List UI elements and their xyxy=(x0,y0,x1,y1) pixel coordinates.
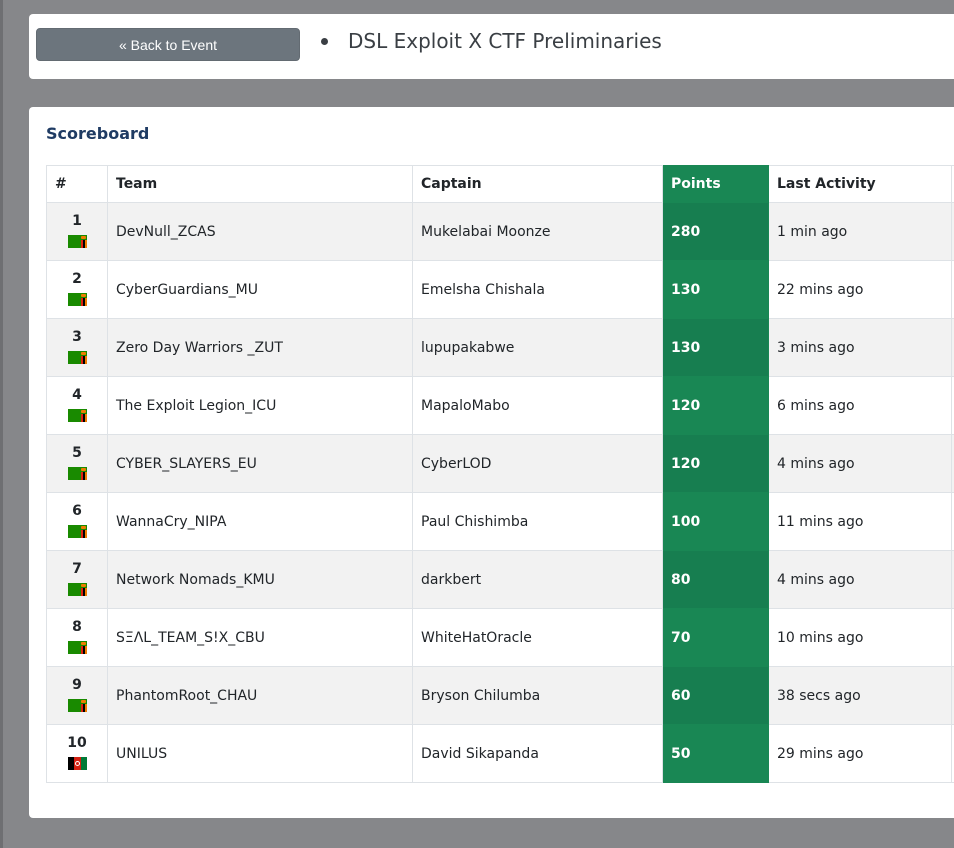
zambia-flag-icon xyxy=(67,292,87,306)
bullet-icon xyxy=(321,37,328,45)
rank-number: 3 xyxy=(72,328,82,345)
last-activity-cell: 1 min ago xyxy=(768,202,952,261)
points-cell: 120 xyxy=(662,376,769,435)
rank-cell: 2 xyxy=(46,260,108,319)
column-header-team[interactable]: Team xyxy=(107,165,413,203)
table-row[interactable]: 6 WannaCry_NIPA Paul Chishimba 100 11 mins a… xyxy=(46,492,954,551)
captain-cell: Paul Chishimba xyxy=(412,492,663,551)
team-name-cell[interactable]: PhantomRoot_CHAU xyxy=(107,666,413,725)
column-header-last-activity[interactable]: Last Activity xyxy=(768,165,952,203)
rank-cell: 3 xyxy=(46,318,108,377)
last-activity-cell: 11 mins ago xyxy=(768,492,952,551)
last-activity-cell: 10 mins ago xyxy=(768,608,952,667)
column-header-rank[interactable]: # xyxy=(46,165,108,203)
captain-cell: Mukelabai Moonze xyxy=(412,202,663,261)
page-edge xyxy=(0,0,3,848)
points-cell: 80 xyxy=(662,550,769,609)
rank-cell: 6 xyxy=(46,492,108,551)
last-activity-cell: 3 mins ago xyxy=(768,318,952,377)
zambia-flag-icon xyxy=(67,698,87,712)
zambia-flag-icon xyxy=(67,524,87,538)
last-activity-cell: 29 mins ago xyxy=(768,724,952,783)
captain-cell: darkbert xyxy=(412,550,663,609)
scoreboard-table: # Team Captain Points Last Activity 1 Dev… xyxy=(46,165,954,783)
team-name-cell[interactable]: The Exploit Legion_ICU xyxy=(107,376,413,435)
rank-number: 5 xyxy=(72,444,82,461)
team-name-cell[interactable]: CYBER_SLAYERS_EU xyxy=(107,434,413,493)
rank-cell: 10 xyxy=(46,724,108,783)
points-cell: 130 xyxy=(662,318,769,377)
points-cell: 120 xyxy=(662,434,769,493)
table-row[interactable]: 2 CyberGuardians_MU Emelsha Chishala 130 22 … xyxy=(46,260,954,319)
last-activity-cell: 4 mins ago xyxy=(768,550,952,609)
event-title: DSL Exploit X CTF Preliminaries xyxy=(321,28,662,54)
captain-cell: Bryson Chilumba xyxy=(412,666,663,725)
last-activity-cell: 4 mins ago xyxy=(768,434,952,493)
last-activity-cell: 38 secs ago xyxy=(768,666,952,725)
captain-cell: CyberLOD xyxy=(412,434,663,493)
table-row[interactable]: 4 The Exploit Legion_ICU MapaloMabo 120 6 mi… xyxy=(46,376,954,435)
team-name-cell[interactable]: SΞΛL_TEAM_S!X_CBU xyxy=(107,608,413,667)
zambia-flag-icon xyxy=(67,466,87,480)
rank-number: 1 xyxy=(72,212,82,229)
table-row[interactable]: 1 DevNull_ZCAS Mukelabai Moonze 280 1 min ag… xyxy=(46,202,954,261)
rank-cell: 8 xyxy=(46,608,108,667)
rank-cell: 9 xyxy=(46,666,108,725)
zambia-flag-icon xyxy=(67,640,87,654)
rank-number: 6 xyxy=(72,502,82,519)
rank-number: 4 xyxy=(72,386,82,403)
column-header-captain[interactable]: Captain xyxy=(412,165,663,203)
table-header-row: # Team Captain Points Last Activity xyxy=(46,165,954,203)
points-cell: 130 xyxy=(662,260,769,319)
event-title-text: DSL Exploit X CTF Preliminaries xyxy=(348,29,662,53)
rank-cell: 1 xyxy=(46,202,108,261)
scoreboard-card: Scoreboard # Team Captain Points Last Ac… xyxy=(29,107,954,818)
points-cell: 100 xyxy=(662,492,769,551)
last-activity-cell: 6 mins ago xyxy=(768,376,952,435)
captain-cell: WhiteHatOracle xyxy=(412,608,663,667)
zambia-flag-icon xyxy=(67,350,87,364)
captain-cell: lupupakabwe xyxy=(412,318,663,377)
rank-cell: 4 xyxy=(46,376,108,435)
overflow-cell xyxy=(951,724,954,783)
table-row[interactable]: 8 SΞΛL_TEAM_S!X_CBU WhiteHatOracle 70 10 min… xyxy=(46,608,954,667)
team-name-cell[interactable]: WannaCry_NIPA xyxy=(107,492,413,551)
team-name-cell[interactable]: Zero Day Warriors _ZUT xyxy=(107,318,413,377)
team-name-cell[interactable]: CyberGuardians_MU xyxy=(107,260,413,319)
event-header-card: « Back to Event DSL Exploit X CTF Prelim… xyxy=(29,14,954,79)
captain-cell: MapaloMabo xyxy=(412,376,663,435)
captain-cell: Emelsha Chishala xyxy=(412,260,663,319)
zambia-flag-icon xyxy=(67,234,87,248)
captain-cell: David Sikapanda xyxy=(412,724,663,783)
rank-number: 9 xyxy=(72,676,82,693)
afghanistan-flag-icon xyxy=(67,756,87,770)
points-cell: 50 xyxy=(662,724,769,783)
rank-number: 2 xyxy=(72,270,82,287)
zambia-flag-icon xyxy=(67,582,87,596)
last-activity-cell: 22 mins ago xyxy=(768,260,952,319)
points-cell: 280 xyxy=(662,202,769,261)
table-row[interactable]: 10 UNILUS David Sikapanda 50 29 mins ago xyxy=(46,724,954,783)
table-row[interactable]: 7 Network Nomads_KMU darkbert 80 4 mins ago xyxy=(46,550,954,609)
points-cell: 70 xyxy=(662,608,769,667)
rank-cell: 5 xyxy=(46,434,108,493)
team-name-cell[interactable]: Network Nomads_KMU xyxy=(107,550,413,609)
back-to-event-button[interactable]: « Back to Event xyxy=(36,28,300,61)
rank-cell: 7 xyxy=(46,550,108,609)
rank-number: 10 xyxy=(67,734,87,751)
team-name-cell[interactable]: DevNull_ZCAS xyxy=(107,202,413,261)
rank-number: 8 xyxy=(72,618,82,635)
table-row[interactable]: 9 PhantomRoot_CHAU Bryson Chilumba 60 38 sec… xyxy=(46,666,954,725)
points-cell: 60 xyxy=(662,666,769,725)
column-header-points[interactable]: Points xyxy=(662,165,769,203)
table-row[interactable]: 3 Zero Day Warriors _ZUT lupupakabwe 130 3 m… xyxy=(46,318,954,377)
scoreboard-title: Scoreboard xyxy=(46,124,150,143)
rank-number: 7 xyxy=(72,560,82,577)
team-name-cell[interactable]: UNILUS xyxy=(107,724,413,783)
zambia-flag-icon xyxy=(67,408,87,422)
table-row[interactable]: 5 CYBER_SLAYERS_EU CyberLOD 120 4 mins ago xyxy=(46,434,954,493)
